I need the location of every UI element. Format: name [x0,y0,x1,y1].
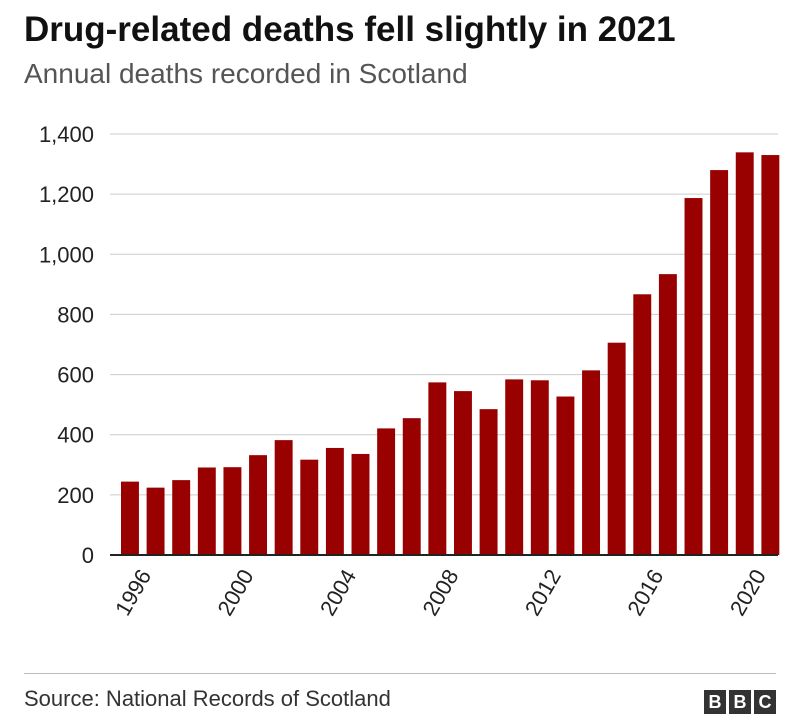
bar-2017 [658,274,677,555]
bar-2001 [249,455,268,555]
logo-letter: B [729,690,751,714]
logo-letter: B [704,690,726,714]
y-tick-label: 0 [82,543,94,568]
y-tick-label: 1,200 [39,182,94,207]
footer-divider [24,673,776,674]
bar-2014 [582,370,601,555]
x-tick-label: 2004 [315,565,361,620]
bar-2002 [274,440,293,555]
bar-2004 [325,447,344,555]
bars [121,152,780,556]
bar-2020 [735,152,754,555]
logo-letter: C [754,690,776,714]
bar-2021 [761,155,780,556]
y-tick-label: 600 [57,363,94,388]
x-tick-label: 2008 [417,565,463,620]
x-tick-label: 2020 [725,565,771,620]
bar-2010 [479,409,498,555]
source-note: Source: National Records of Scotland [24,686,391,711]
bar-2000 [223,467,242,555]
y-tick-label: 800 [57,302,94,327]
y-tick-label: 1,000 [39,242,94,267]
bar-2015 [607,342,626,555]
chart-title: Drug-related deaths fell slightly in 202… [24,10,676,49]
y-tick-label: 1,400 [39,122,94,147]
bar-2007 [402,418,421,555]
bar-2003 [300,459,319,555]
x-tick-label: 2000 [212,565,258,620]
bar-2016 [633,294,652,555]
x-tick-label: 1996 [110,565,156,620]
bar-1997 [146,487,165,555]
bar-2008 [428,382,447,555]
bar-2011 [505,379,524,555]
chart-subtitle: Annual deaths recorded in Scotland [24,58,468,89]
bar-chart: 0 200 400 600 800 1,000 1,200 1,400 1996 2000 200… [39,122,780,620]
y-tick-label: 200 [57,483,94,508]
bar-2009 [454,391,472,555]
bar-2006 [377,428,396,555]
bar-1996 [121,481,139,555]
y-tick-label: 400 [57,423,94,448]
bar-2013 [556,396,575,555]
x-tick-label: 2016 [622,565,668,620]
bbc-logo: B B C [704,690,776,714]
bar-1999 [197,467,216,555]
bar-2005 [351,453,370,555]
bar-2018 [684,198,703,556]
bar-2012 [530,380,549,555]
x-tick-label: 2012 [520,565,566,620]
x-axis-labels: 1996 2000 2004 2008 2012 2016 2020 [110,565,771,620]
bar-2019 [710,170,729,556]
y-axis-labels: 0 200 400 600 800 1,000 1,200 1,400 [39,122,94,568]
bar-1998 [172,480,191,555]
